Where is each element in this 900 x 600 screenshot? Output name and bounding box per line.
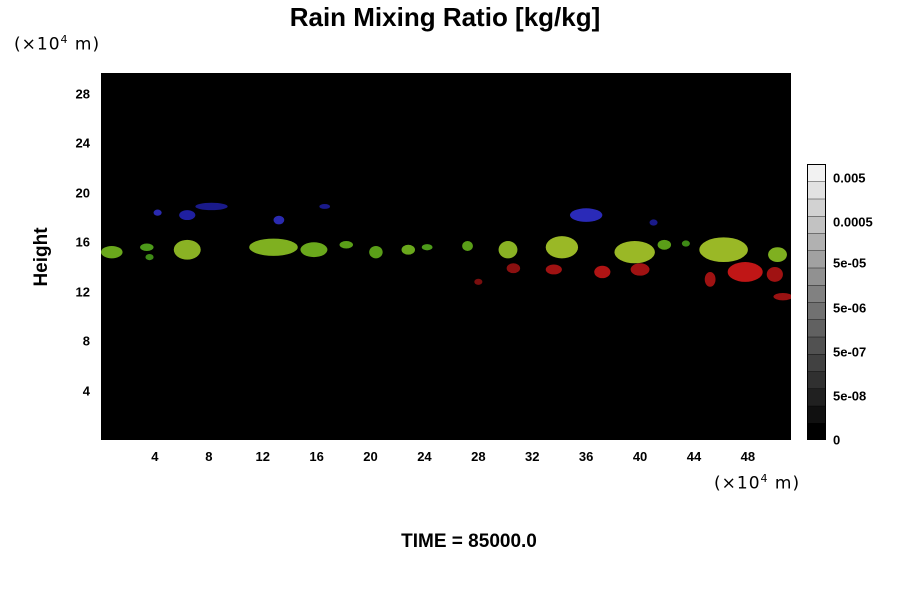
rain-feature-12 (545, 236, 579, 259)
colorbar-level (807, 232, 826, 251)
plot-background (101, 73, 791, 440)
rain-feature-4 (249, 238, 298, 256)
x-tick-label: 4 (151, 449, 159, 464)
rain-feature-14 (657, 239, 672, 250)
x-tick-label: 12 (255, 449, 270, 464)
y-tick-label: 24 (75, 135, 90, 151)
y-tick-label: 16 (75, 234, 90, 250)
colorbar-level (807, 336, 826, 355)
colorbar-level (807, 422, 826, 440)
colorbar-level (807, 388, 826, 407)
rain-feature-9 (421, 244, 433, 251)
rain-feature-25 (766, 267, 783, 282)
colorbar-label: 5e-05 (833, 255, 867, 271)
rain-feature-26 (773, 292, 791, 301)
x-tick-label: 8 (205, 449, 213, 464)
rain-feature-19 (545, 264, 562, 275)
rain-feature-13 (614, 241, 655, 264)
rain-feature-8 (401, 244, 416, 255)
rain-feature-11 (498, 241, 518, 259)
time-label: TIME = 85000.0 (401, 531, 537, 552)
x-tick-label: 20 (363, 449, 378, 464)
colorbar-level (807, 353, 826, 372)
rain-feature-30 (273, 215, 285, 225)
rain-feature-27 (153, 209, 162, 216)
x-tick-label: 36 (578, 449, 594, 464)
rain-feature-1 (140, 243, 154, 251)
rain-feature-31 (319, 203, 331, 209)
colorbar-level (807, 198, 826, 217)
colorbar-level (807, 164, 826, 182)
rain-feature-15 (681, 240, 690, 247)
rain-feature-6 (339, 241, 354, 249)
colorbar-label: 0.005 (833, 170, 866, 186)
rain-feature-16 (699, 237, 748, 263)
chart-title: Rain Mixing Ratio [kg/kg] (289, 2, 601, 32)
colorbar-level (807, 181, 826, 200)
y-tick-label: 4 (82, 383, 90, 399)
colorbar-level (807, 319, 826, 338)
x-tick-label: 16 (309, 449, 324, 464)
colorbar-label: 0 (833, 432, 841, 448)
rain-features (101, 202, 791, 301)
heatmap-plot-area (101, 73, 791, 440)
colorbar-level (807, 405, 826, 424)
colorbar-level (807, 284, 826, 303)
y-tick-label: 12 (75, 284, 90, 300)
x-tick-label: 48 (740, 449, 756, 464)
x-tick-label: 40 (632, 449, 648, 464)
rain-feature-18 (506, 263, 521, 274)
y-tick-label: 20 (75, 185, 90, 201)
x-tick-label: 44 (686, 449, 702, 464)
rain-feature-21 (630, 263, 650, 276)
y-axis-label: Height (31, 227, 52, 287)
y-tick-label: 28 (75, 86, 90, 102)
colorbar-level (807, 267, 826, 286)
x-axis-unit-label: (×104 m) (714, 472, 801, 494)
rain-feature-0 (101, 245, 123, 259)
x-tick-label: 32 (525, 449, 540, 464)
rain-feature-28 (179, 210, 196, 221)
rain-feature-23 (704, 271, 716, 287)
rain-feature-17 (768, 247, 787, 263)
x-tick-label: 24 (417, 449, 432, 464)
rain-feature-20 (594, 265, 611, 279)
rain-feature-7 (369, 245, 383, 259)
y-tick-label: 8 (82, 333, 90, 349)
rain-feature-33 (649, 219, 658, 226)
colorbar-level (807, 215, 826, 234)
rain-feature-22 (474, 278, 483, 285)
rain-feature-5 (300, 242, 328, 258)
colorbar-label: 0.0005 (833, 214, 873, 230)
rain-feature-10 (462, 241, 473, 251)
colorbar-level (807, 250, 826, 269)
rain-feature-2 (145, 254, 154, 261)
rain-feature-32 (569, 208, 603, 222)
colorbar-label: 5e-07 (833, 344, 867, 360)
rain-feature-3 (173, 239, 201, 260)
colorbar-level (807, 301, 826, 320)
colorbar (807, 164, 826, 440)
colorbar-label: 5e-08 (833, 388, 867, 404)
colorbar-frame (807, 164, 826, 440)
colorbar-levels (807, 164, 826, 440)
rain-feature-29 (195, 202, 228, 211)
x-tick-label: 28 (471, 449, 486, 464)
colorbar-level (807, 370, 826, 389)
colorbar-label: 5e-06 (833, 300, 867, 316)
y-axis-unit-label: (×104 m) (14, 33, 101, 55)
rain-feature-24 (727, 262, 763, 282)
